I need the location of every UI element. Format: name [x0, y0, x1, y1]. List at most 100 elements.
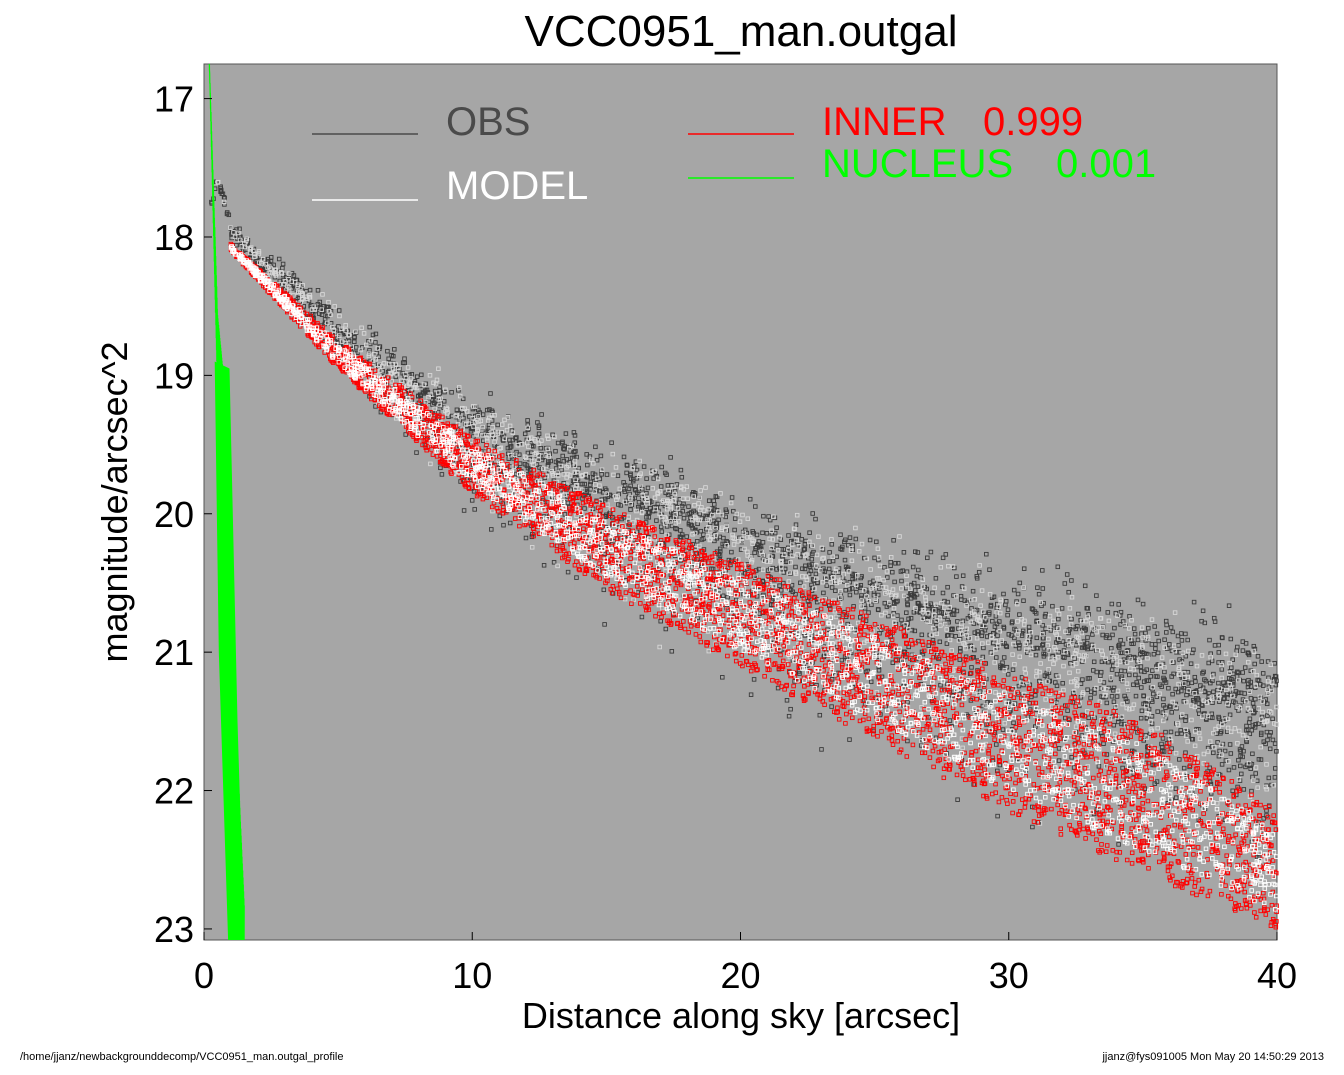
- obs-point: [677, 511, 683, 516]
- obs-point: [833, 588, 838, 593]
- obs-point: [766, 514, 771, 519]
- obs-point: [1014, 599, 1019, 604]
- obs-point: [1053, 673, 1059, 678]
- obs-point: [562, 447, 567, 452]
- obs-point: [867, 580, 873, 585]
- obs-point: [663, 626, 669, 632]
- obs-point: [1062, 581, 1068, 586]
- obs-point: [865, 668, 870, 674]
- obs-point: [967, 671, 973, 676]
- obs-point: [539, 412, 544, 417]
- obs-point: [1059, 606, 1065, 611]
- obs-point: [1198, 683, 1203, 688]
- obs-point: [758, 546, 764, 552]
- obs-point: [1202, 620, 1208, 626]
- obs-point: [1150, 668, 1155, 673]
- obs-point: [1064, 572, 1070, 577]
- obs-point: [915, 550, 921, 555]
- obs-point: [982, 627, 988, 633]
- obs-point: [541, 563, 547, 568]
- obs-point: [1082, 628, 1088, 633]
- obs-point: [634, 467, 640, 473]
- obs-point: [442, 389, 447, 395]
- obs-point: [1005, 672, 1011, 677]
- obs-point: [1253, 771, 1258, 776]
- obs-point: [810, 511, 815, 516]
- obs-point: [839, 657, 844, 663]
- obs-point: [1008, 708, 1013, 713]
- obs-point: [981, 645, 986, 651]
- obs-point: [1155, 709, 1160, 714]
- obs-point: [720, 593, 726, 599]
- obs-point: [1241, 678, 1246, 684]
- obs-point: [439, 472, 445, 477]
- obs-point: [1099, 659, 1105, 665]
- obs-point: [1096, 606, 1102, 612]
- obs-point: [1100, 632, 1105, 638]
- obs-point: [1040, 623, 1045, 628]
- obs-point: [1219, 762, 1225, 767]
- obs-point: [1253, 696, 1258, 702]
- obs-point: [469, 498, 475, 503]
- obs-point: [1226, 603, 1232, 608]
- obs-point: [892, 579, 897, 585]
- obs-point: [840, 544, 845, 550]
- obs-point: [800, 566, 805, 571]
- obs-point: [1011, 587, 1017, 593]
- obs-point: [1230, 657, 1235, 662]
- obs-point: [774, 542, 780, 548]
- obs-point: [388, 360, 393, 366]
- obs-point: [720, 675, 725, 680]
- obs-point: [651, 476, 656, 481]
- obs-point: [1040, 568, 1045, 573]
- obs-point: [1138, 664, 1144, 669]
- obs-point: [304, 288, 309, 294]
- obs-point: [483, 445, 489, 451]
- obs-point: [1089, 642, 1095, 648]
- obs-point: [1168, 704, 1173, 710]
- obs-point: [1251, 705, 1257, 710]
- obs-point: [376, 354, 381, 360]
- obs-point: [1108, 677, 1113, 683]
- obs-point: [976, 569, 982, 575]
- obs-point: [525, 422, 531, 428]
- obs-point: [1085, 676, 1091, 681]
- obs-point: [958, 593, 964, 599]
- obs-point: [1143, 732, 1148, 738]
- obs-point: [1010, 667, 1016, 672]
- obs-point: [1098, 669, 1104, 675]
- obs-point: [1207, 765, 1212, 771]
- obs-point: [1183, 653, 1189, 659]
- obs-point: [809, 582, 814, 588]
- obs-point: [609, 440, 614, 445]
- obs-point: [632, 487, 638, 492]
- obs-point: [1221, 696, 1226, 702]
- obs-point: [1086, 612, 1091, 617]
- obs-point: [1141, 679, 1147, 684]
- obs-point: [315, 288, 321, 293]
- obs-point: [1250, 701, 1256, 706]
- obs-point: [784, 698, 790, 703]
- obs-point: [573, 448, 578, 454]
- obs-point: [1265, 659, 1271, 664]
- obs-point: [788, 706, 793, 712]
- obs-point: [847, 737, 852, 742]
- obs-point: [666, 532, 672, 537]
- obs-point: [1020, 628, 1026, 634]
- obs-point: [1153, 646, 1158, 651]
- obs-point: [859, 593, 864, 598]
- obs-point: [1156, 638, 1161, 644]
- obs-point: [1133, 672, 1138, 678]
- obs-point: [1003, 602, 1008, 608]
- obs-point: [582, 506, 587, 511]
- obs-point: [370, 332, 376, 338]
- obs-point: [954, 574, 959, 579]
- obs-point: [1245, 684, 1251, 690]
- obs-point: [793, 564, 798, 570]
- obs-point: [588, 479, 594, 485]
- obs-point: [562, 512, 568, 517]
- obs-point: [1085, 635, 1090, 640]
- obs-point: [1270, 737, 1276, 743]
- obs-point: [679, 475, 685, 480]
